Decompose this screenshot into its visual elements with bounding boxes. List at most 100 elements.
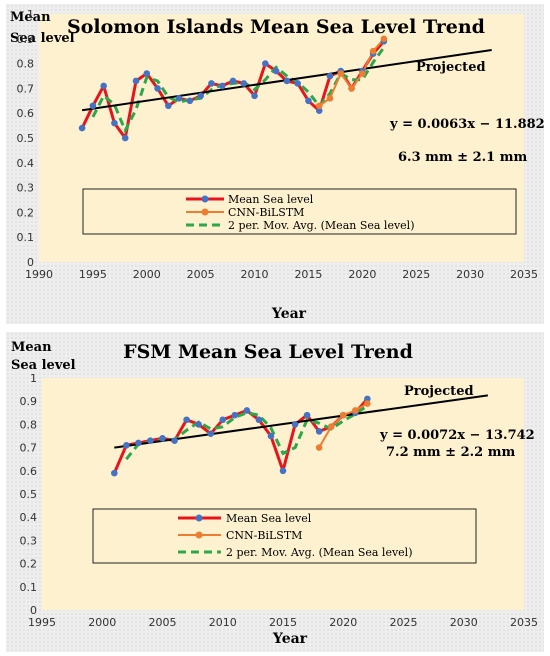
- legend-cnn-label: CNN-BiLSTM: [228, 206, 304, 219]
- y-tick-label: 0.2: [20, 558, 38, 571]
- mean-sea-level-point: [143, 70, 151, 77]
- data-layer: 0 0.1 0.2 0.3 0.4 0.5 0.6 0.7 0.8 0.9 1 1990 1995 200…: [17, 8, 539, 281]
- x-tick-label: 2030: [456, 268, 484, 281]
- mean-sea-level-point: [147, 437, 154, 444]
- trend-equation: y = 0.0072x − 13.742: [379, 428, 535, 443]
- mean-sea-level-point: [229, 77, 237, 85]
- legend: Mean Sea level CNN-BiLSTM 2 per. Mov. Av…: [92, 508, 477, 564]
- trend-rate: 7.2 mm ± 2.2 mm: [386, 445, 515, 460]
- mean-sea-level-line: [112, 397, 369, 474]
- x-tick-label: 2000: [88, 616, 116, 629]
- mean-sea-level-point: [243, 407, 251, 414]
- cnn-bilstm-point: [337, 70, 345, 77]
- mean-sea-level-point: [111, 469, 118, 477]
- mean-sea-level-point: [267, 432, 275, 440]
- x-tick-label: 2035: [510, 268, 538, 281]
- y-tick-label: 0.8: [20, 418, 38, 431]
- cnn-bilstm-point: [326, 95, 334, 102]
- y-tick-label: 0.9: [17, 33, 35, 46]
- projected-label: Projected: [404, 384, 474, 399]
- x-tick-label: 2010: [241, 268, 269, 281]
- mean-sea-level-point: [195, 421, 202, 428]
- mean-sea-level-point: [218, 82, 226, 90]
- y-tick-label: 0.1: [20, 581, 38, 594]
- cnn-bilstm-point: [352, 407, 359, 414]
- y-axis-label-line2: Sea level: [10, 31, 75, 46]
- y-tick-label: 0: [27, 256, 34, 269]
- mean-sea-level-point: [255, 416, 263, 424]
- data-layer: 0 0.1 0.2 0.3 0.4 0.5 0.6 0.7 0.8 0.9 1 1995 2000 200…: [20, 372, 539, 629]
- legend-mean-marker: [201, 195, 209, 203]
- mean-sea-level-point: [272, 67, 280, 75]
- solomon-chart-panel: Solomon Islands Mean Sea Level Trend Mea…: [6, 4, 545, 324]
- legend-ma-label: 2 per. Mov. Avg. (Mean Sea level): [228, 219, 415, 232]
- x-axis-label: Year: [271, 306, 307, 322]
- trend-rate: 6.3 mm ± 2.1 mm: [398, 150, 527, 165]
- cnn-bilstm-point: [339, 411, 347, 419]
- y-tick-label: 0.1: [17, 231, 35, 244]
- y-tick-label: 0.5: [17, 132, 35, 145]
- legend: Mean Sea level CNN-BiLSTM 2 per. Mov. Av…: [82, 188, 517, 235]
- x-tick-label: 2010: [209, 616, 237, 629]
- x-tick-label: 2030: [450, 616, 478, 629]
- mean-sea-level-point: [123, 441, 130, 449]
- mean-sea-level-point: [315, 107, 323, 115]
- chart-title: FSM Mean Sea Level Trend: [123, 341, 413, 363]
- y-tick-label: 1: [30, 372, 37, 385]
- x-axis-label: Year: [272, 631, 308, 647]
- y-tick-label: 0.6: [17, 107, 35, 120]
- mean-sea-level-point: [100, 82, 107, 90]
- cnn-bilstm-point: [315, 444, 323, 451]
- x-tick-label: 2015: [269, 616, 297, 629]
- y-tick-label: 0.4: [20, 511, 38, 524]
- cnn-bilstm-point: [315, 102, 323, 110]
- plot-area: [42, 378, 524, 610]
- x-tick-label: 1995: [79, 268, 107, 281]
- x-tick-label: 2020: [329, 616, 357, 629]
- mean-sea-level-point: [219, 416, 227, 424]
- mean-sea-level-point: [291, 421, 299, 428]
- cnn-bilstm-point: [369, 47, 377, 55]
- y-tick-label: 0.4: [17, 157, 35, 170]
- legend-cnn-marker: [195, 531, 203, 539]
- y-tick-label: 0.5: [20, 488, 38, 501]
- cnn-bilstm-point: [359, 70, 366, 77]
- mean-sea-level-point: [305, 97, 312, 105]
- cnn-bilstm-point: [348, 85, 355, 92]
- legend-mean-label: Mean Sea level: [226, 512, 312, 525]
- mean-sea-level-point: [89, 102, 97, 110]
- y-tick-label: 0.2: [17, 206, 35, 219]
- x-tick-label: 2000: [133, 268, 161, 281]
- mean-sea-level-point: [132, 77, 140, 85]
- legend-ma-label: 2 per. Mov. Avg. (Mean Sea level): [226, 546, 413, 559]
- legend-cnn-label: CNN-BiLSTM: [226, 529, 302, 542]
- mean-sea-level-point: [111, 119, 118, 127]
- plot-area: [39, 14, 524, 262]
- mean-sea-level-point: [159, 435, 166, 442]
- y-axis-label-line1: Mean: [11, 340, 52, 355]
- chart-title: Solomon Islands Mean Sea Level Trend: [67, 16, 485, 38]
- cnn-bilstm-point: [364, 400, 371, 407]
- projected-label: Projected: [416, 60, 486, 75]
- y-tick-label: 0.9: [20, 395, 38, 408]
- y-axis-label-line1: Mean: [10, 10, 51, 25]
- mean-sea-level-point: [315, 428, 323, 435]
- x-tick-label: 2020: [348, 268, 376, 281]
- y-tick-label: 0.7: [20, 442, 38, 455]
- legend-mean-marker: [195, 514, 203, 522]
- mean-sea-level-point: [251, 92, 258, 100]
- legend-box: [92, 508, 477, 564]
- mean-sea-level-point: [186, 97, 194, 105]
- y-tick-label: 0.8: [17, 58, 35, 71]
- x-tick-label: 1990: [25, 268, 53, 281]
- x-tick-label: 1995: [28, 616, 56, 629]
- solomon-chart-svg: Solomon Islands Mean Sea Level Trend Mea…: [10, 8, 545, 322]
- mean-sea-level-point: [326, 72, 334, 80]
- y-tick-label: 0.7: [17, 82, 35, 95]
- mean-sea-level-point: [303, 411, 311, 419]
- mean-sea-level-point: [283, 77, 291, 85]
- mean-sea-level-point: [165, 102, 172, 110]
- x-tick-label: 2005: [187, 268, 215, 281]
- fsm-chart-svg: FSM Mean Sea Level Trend Mean Sea level …: [11, 340, 539, 647]
- mean-sea-level-point: [240, 80, 248, 87]
